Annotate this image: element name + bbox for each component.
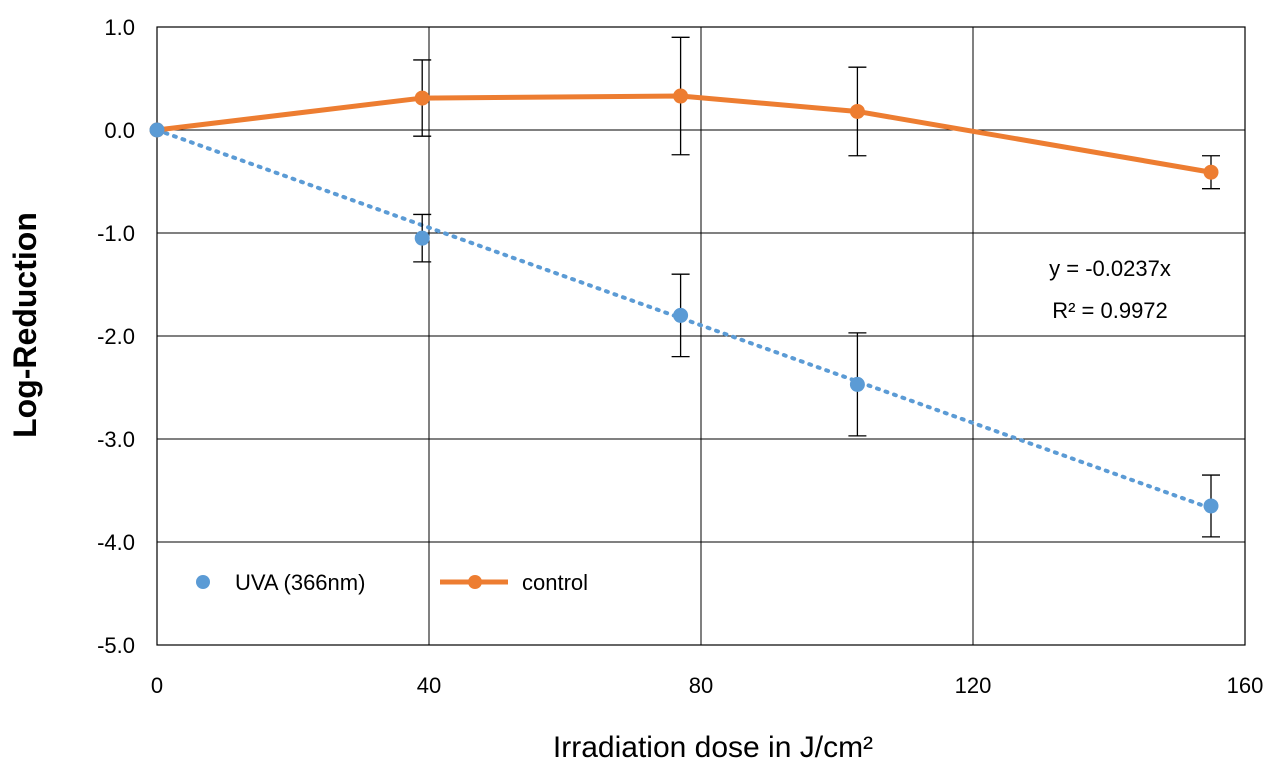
control-data-point: [849, 103, 865, 119]
legend: UVA (366nm) control: [196, 570, 588, 595]
control-data-point: [414, 90, 430, 106]
y-tick-label: -1.0: [97, 221, 135, 246]
uva-data-point: [414, 230, 430, 246]
y-axis-title: Log-Reduction: [7, 212, 43, 438]
y-tick-label: -4.0: [97, 530, 135, 555]
y-tick-label: -5.0: [97, 633, 135, 658]
series-points: [149, 88, 1219, 514]
x-tick-label: 40: [417, 673, 441, 698]
trendline-equation: y = -0.0237x: [1049, 256, 1171, 281]
control-data-point: [1203, 164, 1219, 180]
y-tick-label: -2.0: [97, 324, 135, 349]
trendline-r-squared: R² = 0.9972: [1052, 298, 1168, 323]
x-tick-label: 0: [151, 673, 163, 698]
legend-uva-label: UVA (366nm): [235, 570, 365, 595]
legend-control-label: control: [522, 570, 588, 595]
plot-area-border: [156, 26, 1246, 646]
x-axis-ticks: 0 40 80 120 160: [151, 673, 1263, 698]
control-data-point: [673, 88, 689, 104]
x-tick-label: 160: [1227, 673, 1264, 698]
legend-control-marker: [468, 575, 482, 589]
uva-data-point: [1203, 498, 1219, 514]
uva-data-point: [849, 376, 865, 392]
uva-data-point: [673, 307, 689, 323]
y-tick-label: 1.0: [104, 15, 135, 40]
legend-uva-marker: [196, 575, 210, 589]
x-axis-title: Irradiation dose in J/cm²: [553, 731, 873, 764]
y-tick-label: 0.0: [104, 118, 135, 143]
x-tick-label: 120: [955, 673, 992, 698]
uva-data-point: [149, 122, 165, 138]
y-tick-label: -3.0: [97, 427, 135, 452]
x-tick-label: 80: [689, 673, 713, 698]
y-axis-ticks: 1.0 0.0 -1.0 -2.0 -3.0 -4.0 -5.0: [97, 15, 135, 658]
